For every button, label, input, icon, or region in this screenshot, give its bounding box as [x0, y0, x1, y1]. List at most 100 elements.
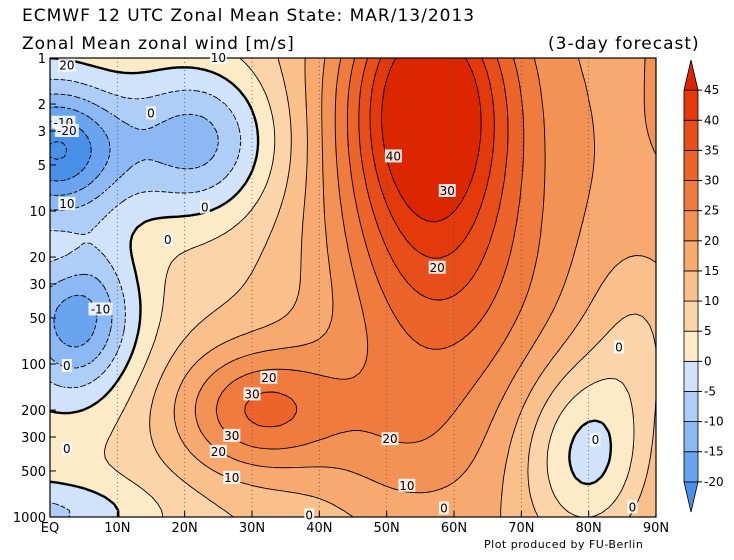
field-cell: [101, 76, 105, 80]
field-cell: [425, 67, 429, 71]
field-cell: [383, 76, 387, 80]
field-cell: [638, 94, 642, 98]
field-cell: [431, 100, 435, 104]
field-cell: [113, 91, 117, 95]
field-cell: [389, 100, 393, 104]
field-cell: [155, 97, 159, 101]
field-cell: [503, 115, 507, 119]
field-cell: [218, 82, 222, 86]
field-cell: [650, 82, 654, 86]
field-cell: [179, 82, 183, 86]
field-cell: [89, 67, 93, 71]
field-cell: [470, 112, 474, 116]
field-cell: [635, 61, 639, 65]
field-cell: [569, 91, 573, 95]
field-cell: [311, 64, 315, 68]
field-cell: [179, 106, 183, 110]
field-cell: [620, 112, 624, 116]
field-cell: [464, 91, 468, 95]
field-cell: [392, 73, 396, 77]
field-cell: [236, 115, 240, 119]
field-cell: [431, 103, 435, 107]
field-cell: [83, 91, 87, 95]
field-cell: [293, 118, 297, 122]
field-cell: [527, 70, 531, 74]
field-cell: [404, 115, 408, 119]
field-cell: [221, 79, 225, 83]
field-cell: [167, 115, 171, 119]
field-cell: [188, 118, 192, 122]
field-cell: [311, 97, 315, 101]
field-cell: [449, 115, 453, 119]
field-cell: [500, 64, 504, 68]
field-cell: [365, 103, 369, 107]
field-cell: [308, 73, 312, 77]
field-cell: [329, 106, 333, 110]
field-cell: [404, 85, 408, 89]
field-cell: [179, 79, 183, 83]
field-cell: [383, 67, 387, 71]
field-cell: [608, 115, 612, 119]
field-cell: [533, 76, 537, 80]
field-cell: [602, 82, 606, 86]
field-cell: [332, 76, 336, 80]
field-cell: [623, 79, 627, 83]
field-cell: [122, 106, 126, 110]
field-cell: [596, 70, 600, 74]
field-cell: [173, 76, 177, 80]
field-cell: [590, 67, 594, 71]
field-cell: [383, 61, 387, 65]
field-cell: [506, 76, 510, 80]
field-cell: [383, 100, 387, 104]
field-cell: [392, 106, 396, 110]
field-cell: [470, 97, 474, 101]
field-cell: [284, 70, 288, 74]
field-cell: [443, 85, 447, 89]
field-cell: [347, 70, 351, 74]
field-cell: [572, 61, 576, 65]
field-cell: [167, 73, 171, 77]
field-cell: [326, 112, 330, 116]
field-cell: [623, 76, 627, 80]
field-cell: [122, 85, 126, 89]
field-cell: [623, 97, 627, 101]
field-cell: [113, 73, 117, 77]
field-cell: [590, 100, 594, 104]
field-cell: [401, 97, 405, 101]
field-cell: [92, 70, 96, 74]
field-cell: [275, 64, 279, 68]
field-cell: [311, 100, 315, 104]
field-cell: [314, 76, 318, 80]
field-cell: [176, 79, 180, 83]
field-cell: [617, 76, 621, 80]
field-cell: [488, 100, 492, 104]
field-cell: [326, 97, 330, 101]
field-cell: [497, 73, 501, 77]
field-cell: [167, 121, 171, 125]
field-cell: [242, 121, 246, 125]
field-cell: [566, 82, 570, 86]
field-cell: [593, 61, 597, 65]
field-cell: [353, 76, 357, 80]
field-cell: [278, 100, 282, 104]
field-cell: [563, 67, 567, 71]
field-cell: [329, 100, 333, 104]
field-cell: [89, 73, 93, 77]
field-cell: [92, 91, 96, 95]
field-cell: [413, 61, 417, 65]
field-cell: [125, 109, 129, 113]
field-cell: [449, 61, 453, 65]
field-cell: [368, 79, 372, 83]
field-cell: [113, 85, 117, 89]
field-cell: [209, 106, 213, 110]
field-cell: [212, 88, 216, 92]
field-cell: [575, 112, 579, 116]
field-cell: [164, 94, 168, 98]
field-cell: [497, 91, 501, 95]
field-cell: [464, 94, 468, 98]
field-cell: [152, 76, 156, 80]
field-cell: [509, 118, 513, 122]
field-cell: [395, 97, 399, 101]
field-cell: [566, 79, 570, 83]
field-cell: [365, 94, 369, 98]
